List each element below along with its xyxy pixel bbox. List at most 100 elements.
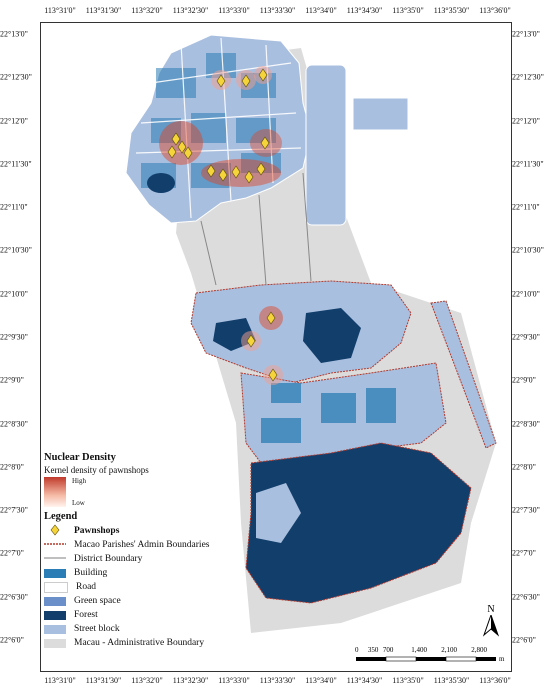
top-label-1: 113°31'30" (85, 6, 122, 15)
legend-item: Macao Parishes' Admin Boundaries (44, 538, 254, 552)
legend-swatch (44, 568, 66, 578)
legend-item: District Boundary (44, 552, 254, 566)
left-label-5: 22°10'30" (0, 245, 32, 255)
legend-item: Macau - Administrative Boundary (44, 636, 254, 650)
right-label-6: 22°10'0" (512, 289, 540, 299)
taipa-forest (303, 308, 361, 363)
bottom-label-0: 113°31'0" (44, 676, 76, 685)
top-label-4: 113°33'0" (218, 6, 250, 15)
right-label-4: 22°11'0" (512, 202, 540, 212)
scale-unit: m (499, 655, 505, 663)
density-low: Low (72, 499, 85, 507)
legend-swatch (44, 624, 66, 634)
legend-item-label: Pawnshops (74, 526, 120, 536)
top-label-0: 113°31'0" (44, 6, 76, 15)
legend-swatch (44, 610, 66, 620)
left-label-2: 22°12'0" (0, 116, 28, 126)
top-label-10: 113°36'0" (479, 6, 511, 15)
coloane-island (245, 442, 472, 604)
right-label-11: 22°7'30" (512, 505, 540, 515)
density-label: Kernel density of pawnshops (44, 465, 149, 475)
left-label-6: 22°10'0" (0, 289, 28, 299)
bottom-label-10: 113°36'0" (479, 676, 511, 685)
legend-swatch (44, 596, 66, 606)
left-label-7: 22°9'30" (0, 332, 28, 342)
bottom-label-6: 113°34'0" (305, 676, 337, 685)
top-label-9: 113°35'30" (433, 6, 470, 15)
left-label-11: 22°7'30" (0, 505, 28, 515)
pawnshop-symbol-icon (44, 524, 66, 539)
left-label-9: 22°8'30" (0, 419, 28, 429)
map-canvas (125, 34, 497, 633)
right-label-5: 22°10'30" (512, 245, 544, 255)
scale-tick-label: 350 (367, 646, 379, 654)
legend-item: Pawnshops (44, 524, 254, 538)
bottom-label-4: 113°33'0" (218, 676, 250, 685)
cotai-blocks (261, 383, 396, 443)
density-title: Nuclear Density (44, 452, 116, 463)
legend-item: Road (44, 580, 254, 594)
scale-bar-graphic (356, 656, 496, 662)
legend-title: Legend (44, 511, 78, 522)
left-label-3: 22°11'30" (0, 159, 32, 169)
nam-van-lake (147, 173, 175, 193)
legend-item: Forest (44, 608, 254, 622)
right-label-3: 22°11'30" (512, 159, 544, 169)
coloane-village (256, 483, 301, 543)
ferry-terminal (305, 64, 347, 226)
bottom-label-1: 113°31'30" (85, 676, 122, 685)
left-label-1: 22°12'30" (0, 72, 32, 82)
legend-item-label: Street block (74, 624, 120, 634)
right-label-1: 22°12'30" (512, 72, 544, 82)
scale-tick-label: 2,800 (471, 646, 488, 654)
bottom-label-2: 113°32'0" (131, 676, 163, 685)
right-label-9: 22°8'30" (512, 419, 540, 429)
top-label-3: 113°32'30" (172, 6, 209, 15)
legend-items: Pawnshops Macao Parishes' Admin Boundarie… (44, 524, 254, 650)
right-label-7: 22°9'30" (512, 332, 540, 342)
north-arrow-icon (482, 613, 500, 637)
right-label-12: 22°7'0" (512, 548, 536, 558)
right-label-13: 22°6'30" (512, 592, 540, 602)
legend-item-label: Road (76, 582, 97, 592)
harbour-island (352, 97, 409, 131)
legend-item-label: Green space (74, 596, 121, 606)
admin-boundary-line-icon (44, 540, 66, 550)
legend-item: Building (44, 566, 254, 580)
right-label-14: 22°6'0" (512, 635, 536, 645)
bottom-label-8: 113°35'0" (392, 676, 424, 685)
north-label: N (487, 604, 495, 615)
north-arrow: N (480, 604, 502, 640)
bottom-label-7: 113°34'30" (346, 676, 383, 685)
top-label-2: 113°32'0" (131, 6, 163, 15)
scale-tick-label: 1,400 (411, 646, 428, 654)
scale-tick-label: 700 (382, 646, 394, 654)
top-label-8: 113°35'0" (392, 6, 424, 15)
scale-tick-label: 0 (354, 646, 359, 654)
left-label-0: 22°13'0" (0, 29, 28, 39)
taipa-island (190, 280, 412, 384)
left-label-4: 22°11'0" (0, 202, 28, 212)
right-label-10: 22°8'0" (512, 462, 536, 472)
legend: Nuclear Density Kernel density of pawnsh… (44, 452, 254, 650)
left-label-13: 22°6'30" (0, 592, 28, 602)
bottom-label-9: 113°35'30" (433, 676, 470, 685)
legend-item-label: Building (74, 568, 108, 578)
left-label-14: 22°6'0" (0, 635, 24, 645)
legend-item-label: District Boundary (74, 554, 143, 564)
right-label-8: 22°9'0" (512, 375, 536, 385)
left-label-10: 22°8'0" (0, 462, 24, 472)
legend-item-label: Forest (74, 610, 98, 620)
legend-item-label: Macao Parishes' Admin Boundaries (74, 540, 210, 550)
map-frame[interactable] (40, 22, 512, 672)
left-label-12: 22°7'0" (0, 548, 24, 558)
density-gradient (44, 477, 66, 507)
legend-swatch (44, 581, 68, 593)
airport-runway (430, 300, 497, 449)
top-label-7: 113°34'30" (346, 6, 383, 15)
bottom-label-3: 113°32'30" (172, 676, 209, 685)
pawnshop-markers (167, 68, 278, 382)
legend-item-label: Macau - Administrative Boundary (74, 638, 205, 648)
top-label-5: 113°33'30" (259, 6, 296, 15)
density-high: High (72, 477, 86, 485)
